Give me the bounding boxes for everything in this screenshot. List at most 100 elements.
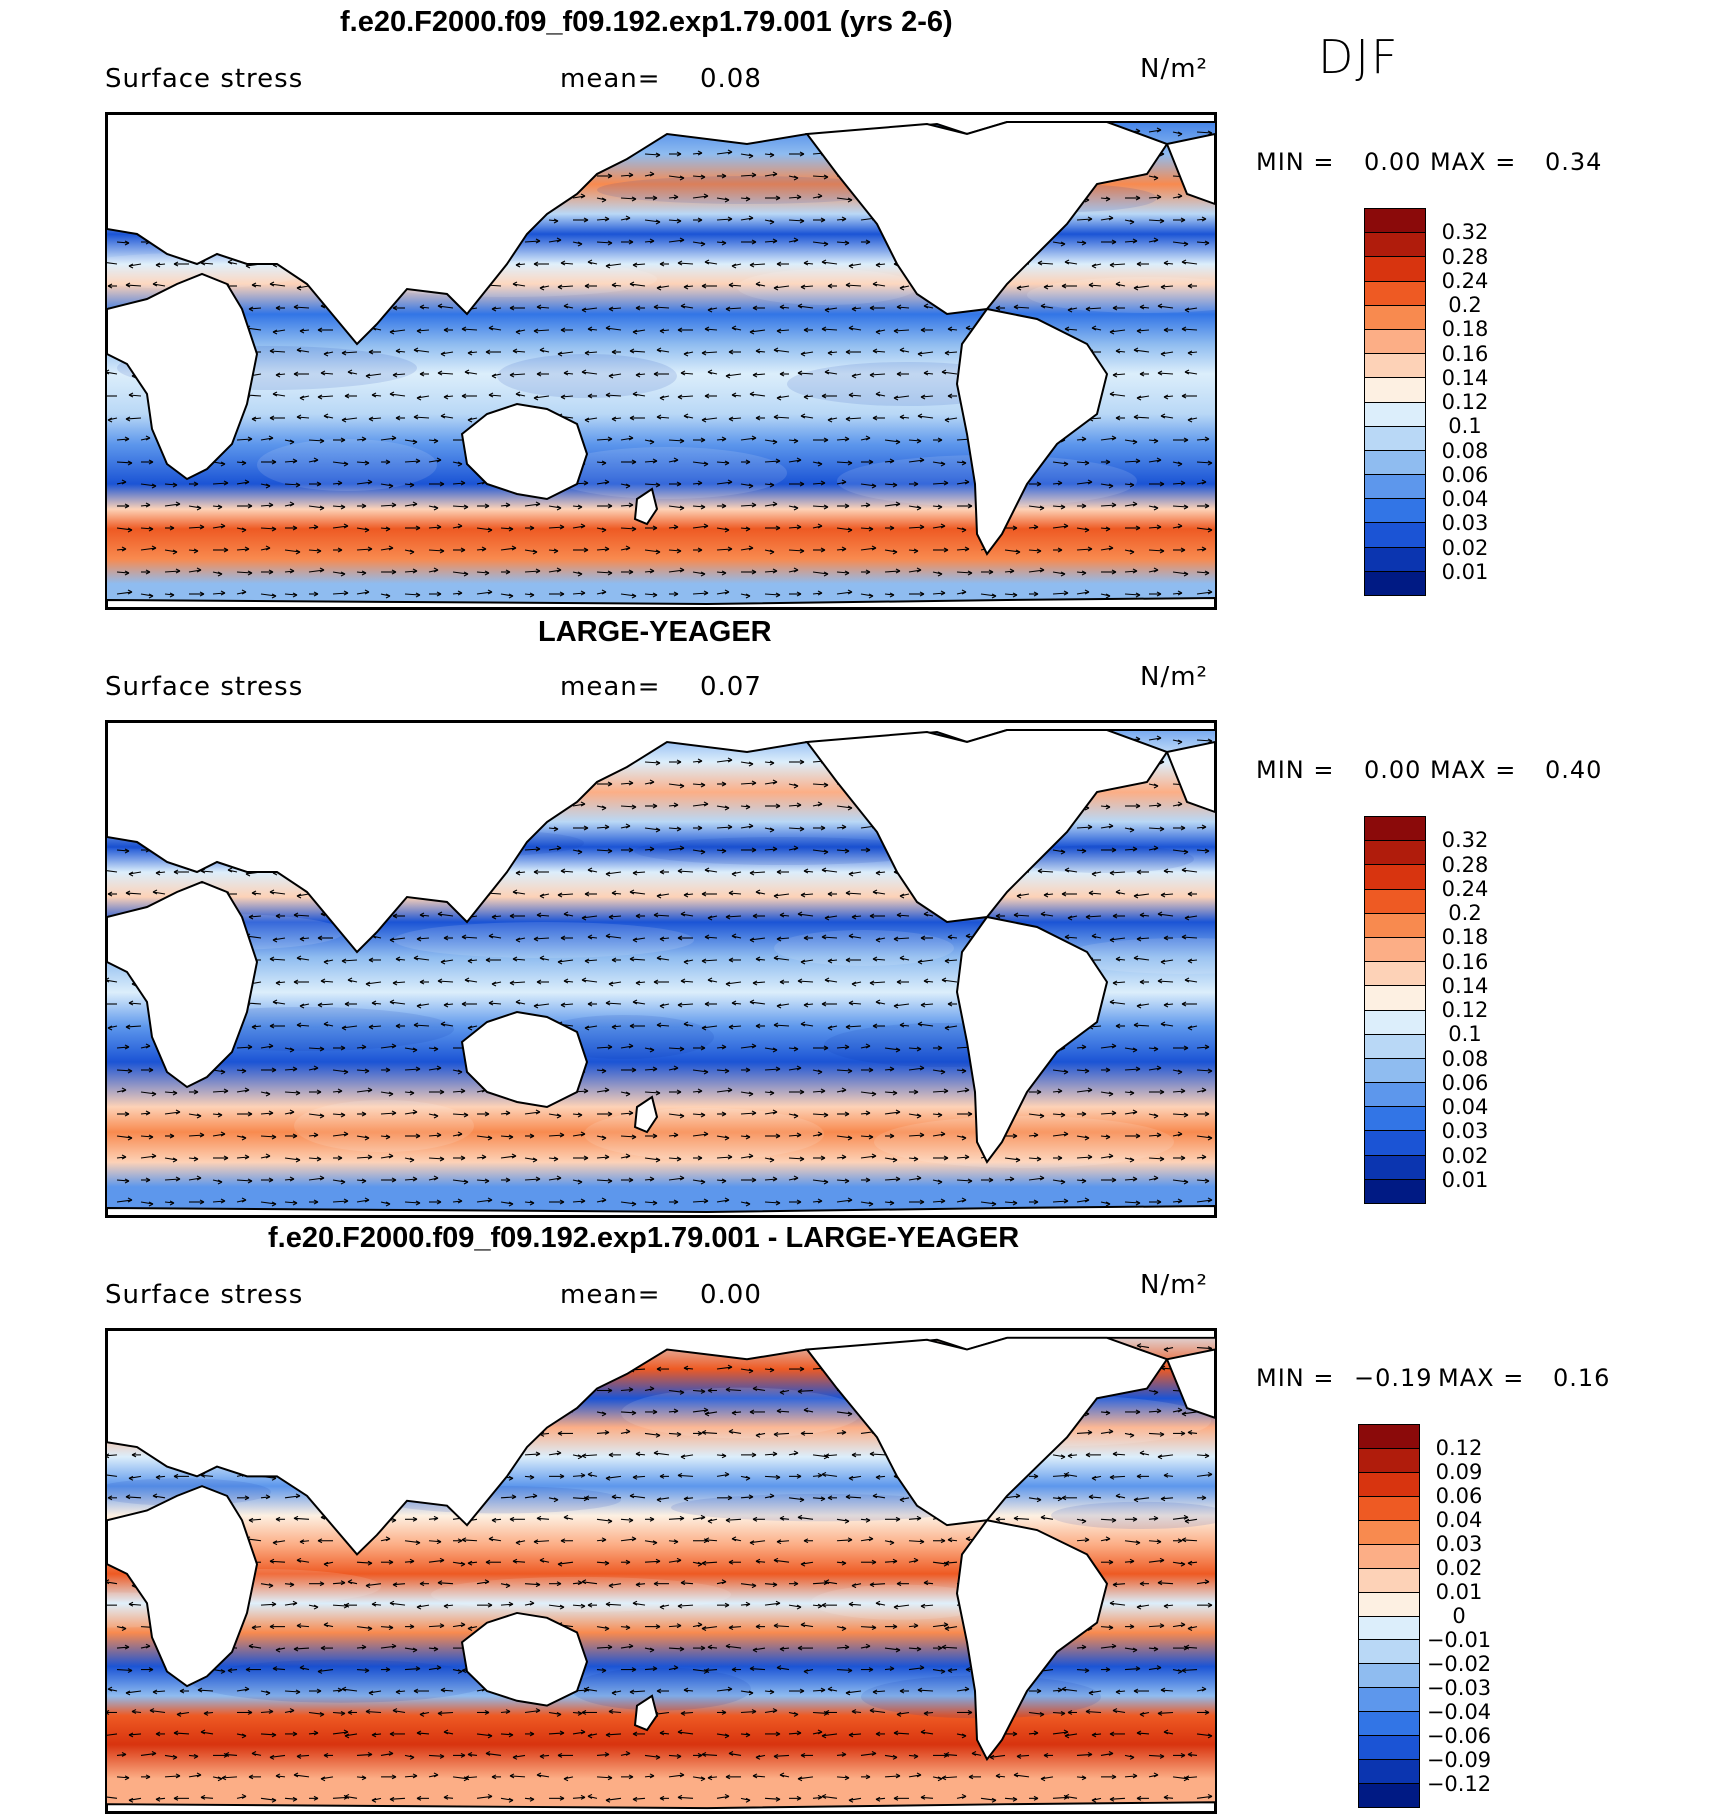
vector-arrowhead xyxy=(433,567,439,573)
vector-arrowhead xyxy=(725,981,731,987)
vector-arrowhead xyxy=(1016,285,1022,291)
vector-arrowhead xyxy=(1160,351,1166,357)
vector-arrowhead xyxy=(508,1475,514,1481)
stress-vector xyxy=(1064,328,1078,331)
vector-arrowhead xyxy=(703,193,709,199)
vector-arrowhead xyxy=(631,593,637,599)
vector-arrowhead xyxy=(1204,570,1210,576)
stress-vector xyxy=(848,935,862,939)
vector-arrowhead xyxy=(151,545,157,551)
vector-arrowhead xyxy=(292,592,298,598)
vector-arrowhead xyxy=(124,1044,130,1050)
vector-arrowhead xyxy=(1091,1475,1097,1481)
stress-vector xyxy=(1148,459,1162,463)
vector-arrowhead xyxy=(539,893,545,899)
vector-arrowhead xyxy=(941,977,947,983)
vector-arrowhead xyxy=(587,393,593,399)
vector-arrowhead xyxy=(793,175,799,181)
stress-vector xyxy=(740,761,754,765)
vector-arrowhead xyxy=(343,523,349,529)
vector-arrowhead xyxy=(1105,526,1111,532)
vector-arrowhead xyxy=(605,392,611,398)
vector-arrowhead xyxy=(607,240,613,246)
colorbar-tick-label: 0.06 xyxy=(1441,1070,1489,1095)
vector-arrowhead xyxy=(269,956,275,962)
stress-vector xyxy=(764,1111,778,1115)
vector-arrowhead xyxy=(655,1090,661,1096)
vector-arrowhead xyxy=(727,1495,733,1501)
vector-arrowhead xyxy=(412,1109,418,1115)
vector-arrowhead xyxy=(923,978,929,984)
stress-vector xyxy=(1148,737,1162,741)
vector-arrowhead xyxy=(419,912,425,918)
vector-arrowhead xyxy=(1132,1176,1138,1182)
stress-vector xyxy=(764,848,778,851)
stress-vector xyxy=(608,307,622,310)
vector-arrowhead xyxy=(271,593,277,599)
vector-arrowhead xyxy=(707,977,713,983)
vector-arrowhead xyxy=(1153,1390,1159,1395)
vector-arrowhead xyxy=(145,569,151,575)
vector-arrowhead xyxy=(536,912,542,918)
vector-arrowhead xyxy=(1129,482,1135,488)
stress-vector xyxy=(836,849,850,852)
stress-vector xyxy=(656,349,670,353)
vector-arrowhead xyxy=(467,1025,473,1031)
stress-vector xyxy=(932,461,946,465)
colorbar-swatch xyxy=(1365,450,1425,476)
vector-arrowhead xyxy=(317,394,323,400)
vector-arrowhead xyxy=(1108,483,1114,489)
vector-arrowhead xyxy=(1177,193,1183,199)
vector-arrowhead xyxy=(244,479,250,485)
vector-arrowhead xyxy=(433,1046,439,1052)
vector-arrowhead xyxy=(1013,912,1019,918)
vector-arrowhead xyxy=(655,152,661,158)
vector-arrowhead xyxy=(899,414,905,420)
stress-vector xyxy=(884,549,898,553)
vector-arrowhead xyxy=(631,196,637,202)
vector-arrowhead xyxy=(697,150,703,156)
stress-vector xyxy=(656,1024,670,1027)
stress-vector xyxy=(140,1155,157,1159)
stress-vector xyxy=(869,373,886,376)
min-label: MIN = xyxy=(1256,756,1335,784)
vector-arrowhead xyxy=(673,194,679,200)
stress-vector xyxy=(1124,503,1138,507)
vector-arrowhead xyxy=(755,956,761,962)
vector-arrowhead xyxy=(865,435,871,441)
vector-arrowhead xyxy=(361,1111,367,1117)
colorbar-swatch xyxy=(1365,841,1425,866)
vector-arrowhead xyxy=(800,413,806,419)
vector-arrowhead xyxy=(628,780,634,786)
stress-vector xyxy=(620,437,634,441)
stress-vector xyxy=(884,483,898,486)
vector-arrowhead xyxy=(1183,1045,1189,1051)
vector-arrowhead xyxy=(1156,1199,1162,1205)
stress-vector xyxy=(500,1135,514,1138)
vector-arrowhead xyxy=(649,1176,655,1182)
vector-arrowhead xyxy=(169,525,175,531)
stress-vector xyxy=(1076,826,1093,829)
vector-arrowhead xyxy=(677,394,683,400)
stress-vector xyxy=(656,957,670,961)
vector-arrowhead xyxy=(388,545,394,551)
stress-vector xyxy=(404,503,418,507)
stress-vector xyxy=(644,1091,661,1094)
vector-arrowhead xyxy=(1160,284,1166,290)
stress-vector xyxy=(1124,1178,1138,1181)
vector-arrowhead xyxy=(799,1497,805,1503)
vector-arrowhead xyxy=(629,1023,635,1029)
vector-arrowhead xyxy=(293,1515,299,1521)
stress-vector xyxy=(1100,547,1114,551)
vector-arrowhead xyxy=(1061,283,1067,289)
stress-vector xyxy=(404,1111,418,1115)
vector-arrowhead xyxy=(700,849,706,855)
colorbar-tick-label: 0.32 xyxy=(1441,828,1489,853)
stress-vector xyxy=(461,936,478,939)
stress-vector xyxy=(764,781,778,785)
vector-arrowhead xyxy=(145,1110,151,1116)
vector-arrowhead xyxy=(707,1388,713,1393)
stress-vector xyxy=(653,914,670,917)
vector-arrowhead xyxy=(313,591,319,597)
vector-arrowhead xyxy=(511,1153,517,1159)
